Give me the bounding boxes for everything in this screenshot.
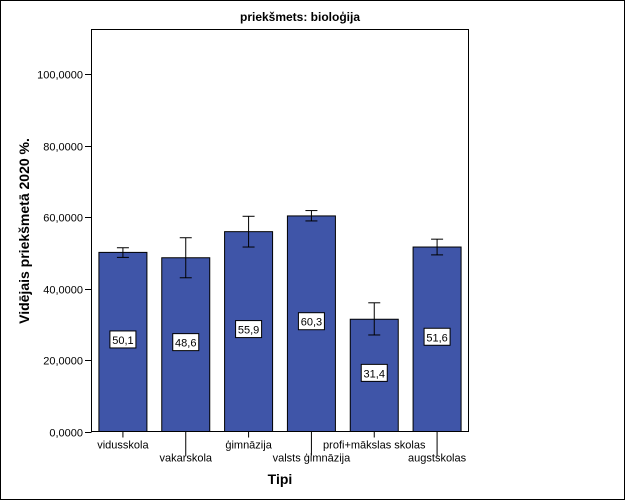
data-label-box [172,333,200,352]
data-label-box [423,327,451,346]
y-tick-label: 60,0000 [43,213,83,225]
chart-title: priekšmets: bioloģija [240,10,360,24]
data-label: 31,4 [364,368,385,380]
data-label: 48,6 [175,338,196,350]
data-label: 55,9 [238,325,259,337]
bars [98,215,462,432]
x-axis-title: Tipi [268,471,293,487]
y-axis: 0,0000 20,0000 40,0000 60,0000 80,0000 100,00… [37,70,92,440]
x-tick-label: profi+mākslas skolas [323,440,426,452]
y-axis-title: Vidējais priekšmetā 2020 %. [16,138,32,324]
y-tick-label: 100,0000 [37,70,83,82]
data-labels: 50,1 48,6 55,9 60,3 31,4 51,6 [109,312,451,382]
plot-frame [91,29,469,432]
y-tick-label: 0,0000 [49,428,83,440]
data-label: 51,6 [426,332,447,344]
error-bars [116,210,444,336]
data-label-box [109,330,137,349]
x-tick-label: vidusskola [97,440,149,452]
data-label: 50,1 [112,335,133,347]
y-tick-label: 40,0000 [43,285,83,297]
y-tick-label: 20,0000 [43,356,83,368]
x-tick-label: valsts ģimnāzija [273,452,352,465]
x-tick-label: augstskolas [408,453,467,465]
x-tick-label: ģimnāzija [225,439,272,452]
data-label-box [235,320,263,339]
x-tick-label: vakarskola [159,453,212,465]
data-label: 60,3 [301,317,322,329]
y-tick-label: 80,0000 [43,142,83,154]
data-label-box [360,363,388,382]
data-label-box [297,312,325,331]
